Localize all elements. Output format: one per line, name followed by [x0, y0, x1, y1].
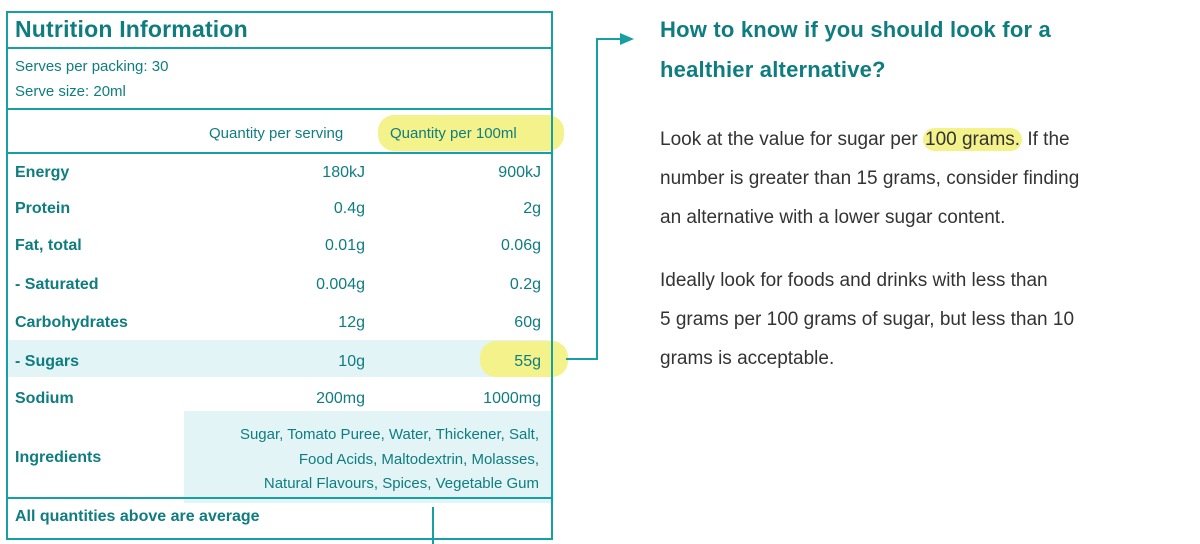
paragraph-line: grams is acceptable. [660, 348, 835, 369]
per-100ml-value: 55g [514, 353, 541, 370]
sugars-row-highlight [8, 340, 549, 377]
advice-title: How to know if you should look for a hea… [660, 10, 1195, 90]
nutrient-label: Sodium [15, 390, 74, 407]
advice-paragraph-1: Look at the value for sugar per 100 gram… [660, 120, 1195, 237]
table-row: Sodium 200mg 1000mg [6, 381, 551, 418]
nutrient-label: Protein [15, 200, 71, 217]
per-serving-value: 12g [338, 314, 365, 331]
ingredients-line: Natural Flavours, Spices, Vegetable Gum [263, 475, 539, 492]
per-100ml-value: 2g [523, 200, 541, 217]
serves-per-packing: Serves per packing: 30 [15, 58, 169, 75]
column-header-per-serving: Quantity per serving [209, 125, 344, 142]
paragraph-text: If the [1027, 129, 1070, 150]
per-100ml-value: 900kJ [498, 164, 541, 181]
nutrient-label: - Sugars [15, 353, 80, 370]
per-serving-value: 180kJ [322, 164, 365, 181]
highlighted-100-grams: 100 grams. [923, 128, 1023, 151]
table-row-sugars: - Sugars 10g 55g [6, 344, 551, 381]
table-row: - Saturated 0.004g 0.2g [6, 267, 551, 304]
table-row: Carbohydrates 12g 60g [6, 305, 551, 342]
table-row: Fat, total 0.01g 0.06g [6, 228, 551, 265]
ingredients-label: Ingredients [15, 449, 102, 466]
connector-line [566, 38, 622, 360]
paragraph-line: Ideally look for foods and drinks with l… [660, 270, 1048, 291]
nutrient-label: Fat, total [15, 237, 82, 254]
nutrient-label: Carbohydrates [15, 314, 128, 331]
per-serving-value: 200mg [316, 390, 365, 407]
per-serving-value: 0.4g [333, 200, 365, 217]
panel-title: Nutrition Information [15, 16, 248, 42]
arrow-head-icon [620, 33, 634, 45]
nutrition-panel: Nutrition Information Serves per packing… [6, 11, 568, 540]
advice-paragraph-2: Ideally look for foods and drinks with l… [660, 261, 1195, 378]
per-serving-value: 0.004g [316, 276, 365, 293]
per-100ml-value: 1000mg [483, 390, 541, 407]
advice-section: How to know if you should look for a hea… [660, 10, 1195, 378]
advice-title-line: healthier alternative? [660, 57, 886, 82]
sugars-value-highlight [480, 341, 568, 377]
paragraph-line: 5 grams per 100 grams of sugar, but less… [660, 309, 1075, 330]
per-100ml-value: 60g [514, 314, 541, 331]
paragraph-line: an alternative with a lower sugar conten… [660, 207, 1006, 228]
per-100ml-value: 0.2g [509, 276, 541, 293]
paragraph-line: Look at the value for sugar per 100 gram… [660, 120, 1195, 159]
footer-note: All quantities above are average [15, 508, 260, 525]
column-header-per-100ml: Quantity per 100ml [390, 125, 517, 142]
divider [6, 47, 551, 49]
paragraph-text: Look at the value for sugar per [660, 129, 918, 150]
table-row: Protein 0.4g 2g [6, 191, 551, 228]
ingredients-line: Sugar, Tomato Puree, Water, Thickener, S… [239, 426, 539, 443]
ingredients-highlight [184, 411, 554, 503]
nutrient-label: - Saturated [15, 276, 99, 293]
ingredients-line: Food Acids, Maltodextrin, Molasses, [298, 450, 539, 468]
per-serving-value: 0.01g [324, 237, 365, 254]
per-100ml-header-highlight [378, 115, 564, 151]
ingredients-list: Sugar, Tomato Puree, Water, Thickener, S… [184, 423, 539, 497]
per-100ml-value: 0.06g [500, 237, 541, 254]
serve-size: Serve size: 20ml [15, 83, 126, 100]
per-serving-value: 10g [338, 353, 365, 370]
divider [6, 152, 551, 154]
nutrient-label: Energy [15, 164, 70, 181]
advice-title-line: How to know if you should look for a [660, 17, 1051, 42]
paragraph-line: number is greater than 15 grams, conside… [660, 168, 1080, 189]
divider [6, 497, 551, 499]
table-row: Energy 180kJ 900kJ [6, 155, 551, 192]
divider [6, 108, 551, 110]
nutrition-table-border [6, 11, 553, 540]
